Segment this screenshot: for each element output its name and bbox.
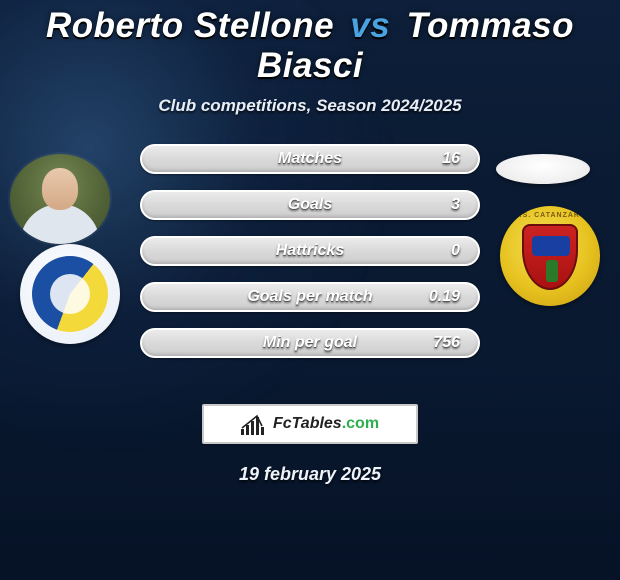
title-player1: Roberto Stellone	[46, 6, 334, 45]
stat-label: Goals per match	[142, 284, 478, 310]
player1-club-logo	[20, 244, 120, 344]
stat-bars: Matches 16 Goals 3 Hattricks 0 Goals per…	[140, 144, 480, 374]
player2-avatar	[496, 154, 590, 184]
content-area: U.S. CATANZARO Matches 16 Goals 3 Hattri…	[0, 144, 620, 394]
stat-row: Hattricks 0	[140, 236, 480, 266]
stat-label: Min per goal	[142, 330, 478, 356]
stat-label: Hattricks	[142, 238, 478, 264]
stat-value: 3	[451, 192, 460, 218]
club-shield	[522, 224, 578, 290]
player1-avatar	[10, 154, 110, 244]
infographic: Roberto Stellone vs Tommaso Biasci Club …	[0, 0, 620, 580]
avatar-head	[42, 168, 78, 210]
brand-prefix: FcTables	[273, 415, 342, 432]
stat-label: Goals	[142, 192, 478, 218]
stat-value: 0	[451, 238, 460, 264]
stat-row: Goals 3	[140, 190, 480, 220]
subtitle: Club competitions, Season 2024/2025	[0, 96, 620, 116]
stat-value: 756	[433, 330, 460, 356]
page-title: Roberto Stellone vs Tommaso Biasci	[0, 6, 620, 86]
stat-row: Matches 16	[140, 144, 480, 174]
stat-value: 16	[442, 146, 460, 172]
stat-label: Matches	[142, 146, 478, 172]
brand-text: FcTables.com	[273, 415, 379, 433]
player2-club-logo: U.S. CATANZARO	[500, 206, 600, 306]
brand-bars-icon	[241, 413, 269, 435]
date-text: 19 february 2025	[0, 464, 620, 485]
stat-row: Min per goal 756	[140, 328, 480, 358]
stat-row: Goals per match 0.19	[140, 282, 480, 312]
title-vs: vs	[350, 6, 390, 45]
avatar-shirt	[20, 204, 100, 244]
brand-box: FcTables.com	[202, 404, 418, 444]
stat-value: 0.19	[429, 284, 460, 310]
brand-suffix: .com	[342, 415, 379, 432]
